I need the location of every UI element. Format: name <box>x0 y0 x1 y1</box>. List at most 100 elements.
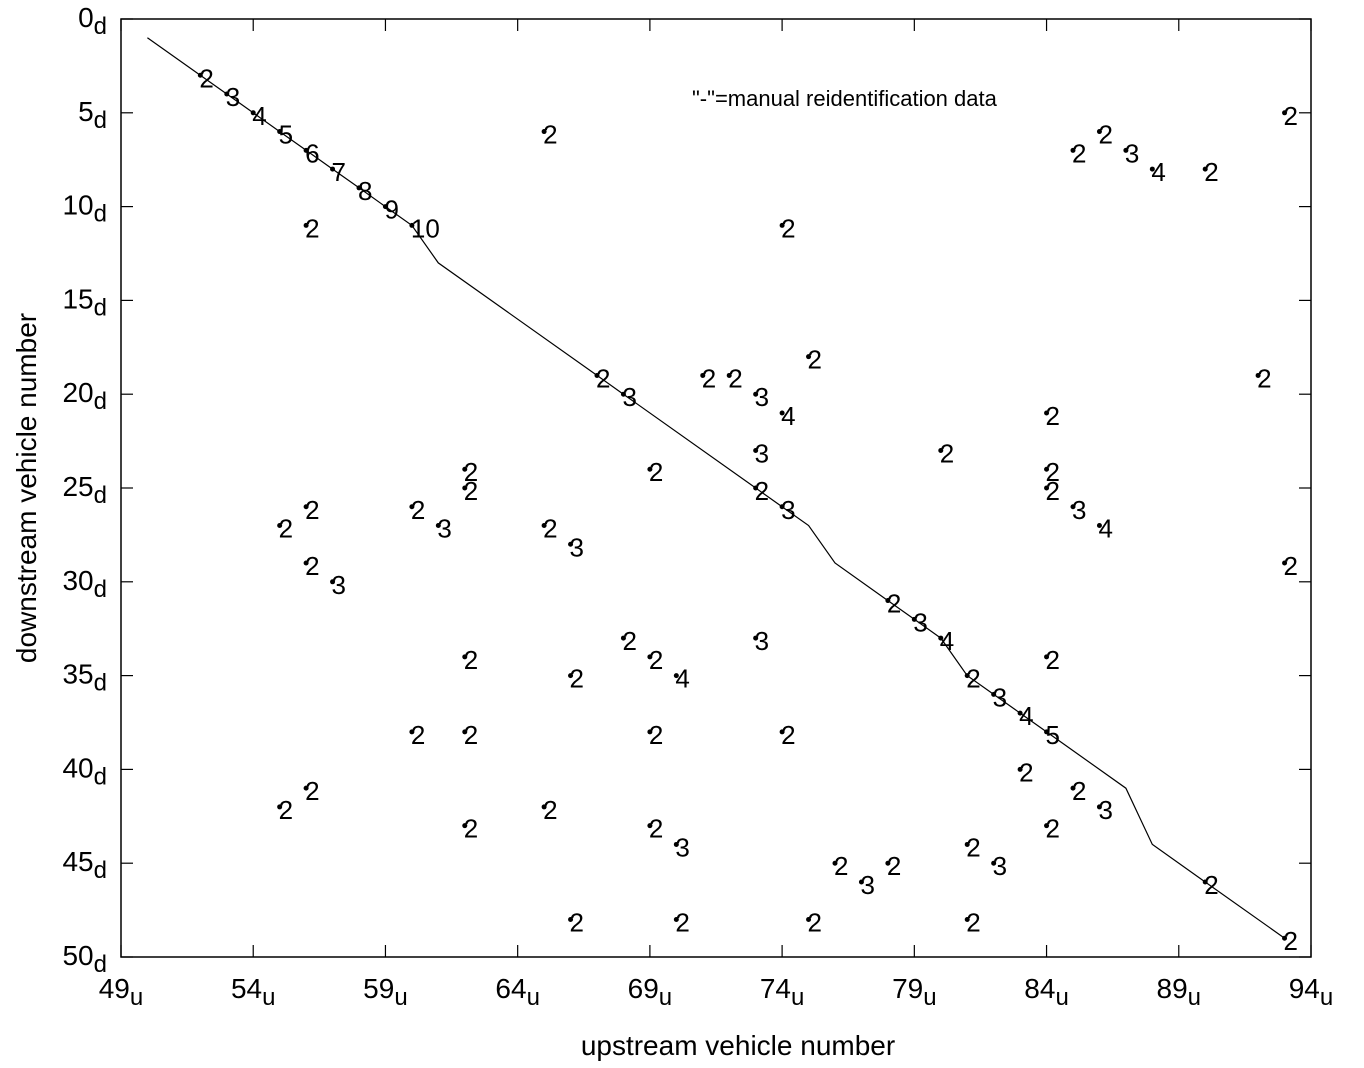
data-point <box>409 729 415 735</box>
data-point-label: 2 <box>464 476 478 506</box>
data-point-label: 2 <box>279 514 293 544</box>
data-point-label: 3 <box>993 682 1007 712</box>
data-point-label: 2 <box>940 438 954 468</box>
data-point <box>1123 147 1129 153</box>
x-tick-label: 49u <box>99 973 144 1011</box>
data-point <box>1044 823 1050 829</box>
data-point-label: 3 <box>622 382 636 412</box>
data-point <box>330 166 336 172</box>
data-point-label: 9 <box>384 195 398 225</box>
y-tick-label: 25d <box>62 471 107 509</box>
data-point-label: 8 <box>358 176 372 206</box>
data-point <box>568 673 574 679</box>
data-point <box>303 560 309 566</box>
x-tick-label: 79u <box>892 973 937 1011</box>
data-point-label: 2 <box>1046 401 1060 431</box>
x-tick-label: 74u <box>760 973 805 1011</box>
data-point <box>647 466 653 472</box>
data-point-label: 3 <box>570 532 584 562</box>
data-point <box>1096 129 1102 135</box>
data-point-label: 2 <box>966 664 980 694</box>
y-tick-label: 40d <box>62 752 107 790</box>
y-tick-label: 30d <box>62 565 107 603</box>
data-point <box>462 823 468 829</box>
x-tick-label: 89u <box>1157 973 1202 1011</box>
y-axis-label: downstream vehicle number <box>11 313 42 663</box>
data-point <box>647 729 653 735</box>
y-tick-label: 5d <box>78 96 107 134</box>
data-point-label: 3 <box>913 607 927 637</box>
data-point-label: 2 <box>464 720 478 750</box>
data-point-label: 2 <box>781 720 795 750</box>
data-point-label: 2 <box>1019 757 1033 787</box>
data-point <box>1282 110 1288 116</box>
data-point <box>885 598 891 604</box>
data-point-label: 2 <box>305 776 319 806</box>
data-point <box>462 729 468 735</box>
y-tick-label: 15d <box>62 283 107 321</box>
data-point <box>673 916 679 922</box>
data-point-label: 2 <box>808 907 822 937</box>
data-point <box>250 110 256 116</box>
data-point-label: 4 <box>1151 157 1165 187</box>
data-point <box>303 147 309 153</box>
data-point <box>277 523 283 529</box>
data-point <box>938 447 944 453</box>
y-tick-label: 20d <box>62 377 107 415</box>
data-point <box>303 222 309 228</box>
data-point-label: 2 <box>649 457 663 487</box>
data-point <box>1017 766 1023 772</box>
data-point-label: 3 <box>675 832 689 862</box>
data-point-label: 2 <box>1046 814 1060 844</box>
data-point-label: 2 <box>1284 101 1298 131</box>
data-point <box>197 72 203 78</box>
data-point-label: 2 <box>1284 551 1298 581</box>
data-point-label: 3 <box>1125 138 1139 168</box>
data-point <box>462 485 468 491</box>
data-point-label: 2 <box>1204 157 1218 187</box>
y-tick-label: 10d <box>62 190 107 228</box>
data-point <box>806 354 812 360</box>
data-point <box>330 579 336 585</box>
data-point-label: 4 <box>1098 514 1112 544</box>
x-tick-label: 54u <box>231 973 276 1011</box>
data-point-label: 3 <box>755 382 769 412</box>
data-point <box>435 523 441 529</box>
data-point-label: 2 <box>1072 776 1086 806</box>
data-point <box>832 860 838 866</box>
data-point <box>1096 804 1102 810</box>
data-point <box>858 879 864 885</box>
data-point <box>1096 523 1102 529</box>
y-tick-label: 35d <box>62 659 107 697</box>
x-tick-label: 84u <box>1024 973 1069 1011</box>
data-point-label: 2 <box>649 645 663 675</box>
data-point-label: 3 <box>860 870 874 900</box>
data-point <box>673 841 679 847</box>
data-point-label: 2 <box>728 363 742 393</box>
data-point-label: 2 <box>570 664 584 694</box>
data-point-label: 2 <box>1072 138 1086 168</box>
data-point-label: 2 <box>966 907 980 937</box>
data-point-label: 2 <box>808 345 822 375</box>
data-point <box>1070 785 1076 791</box>
data-point-label: 2 <box>1046 645 1060 675</box>
data-point-label: 2 <box>649 814 663 844</box>
data-point-label: 2 <box>570 907 584 937</box>
data-point-label: 5 <box>1046 720 1060 750</box>
data-point-label: 3 <box>226 82 240 112</box>
data-point-label: 2 <box>1046 476 1060 506</box>
data-point <box>753 485 759 491</box>
x-tick-label: 94u <box>1289 973 1334 1011</box>
data-point-label: 2 <box>755 476 769 506</box>
data-point-label: 2 <box>543 514 557 544</box>
data-point <box>647 654 653 660</box>
data-point <box>1070 504 1076 510</box>
data-point <box>779 410 785 416</box>
data-point <box>541 129 547 135</box>
data-point-label: 2 <box>543 120 557 150</box>
data-point <box>938 635 944 641</box>
data-point-label: 2 <box>887 589 901 619</box>
data-point-label: 2 <box>305 551 319 581</box>
x-tick-label: 64u <box>495 973 540 1011</box>
